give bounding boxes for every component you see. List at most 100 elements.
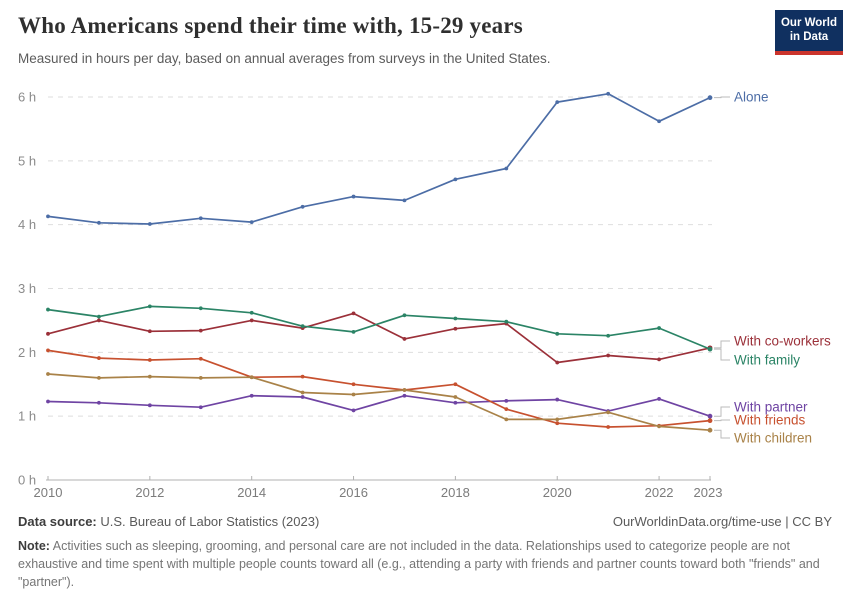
data-point[interactable] — [606, 333, 611, 338]
series-line-alone[interactable] — [47, 92, 711, 225]
data-point[interactable] — [707, 346, 713, 352]
data-point[interactable] — [504, 319, 509, 324]
series-line-with-friends[interactable] — [47, 349, 711, 428]
data-point[interactable] — [97, 314, 101, 319]
data-point[interactable] — [707, 427, 713, 433]
series-label-with-children[interactable]: With children — [734, 431, 812, 446]
series-label-alone[interactable]: Alone — [734, 90, 769, 105]
series-with-friends: With friends — [46, 348, 806, 429]
series-label-with-partner[interactable]: With partner — [734, 400, 808, 415]
data-point[interactable] — [402, 337, 407, 341]
data-point[interactable] — [657, 357, 661, 362]
data-point[interactable] — [198, 405, 203, 410]
data-point[interactable] — [504, 166, 509, 171]
data-point[interactable] — [504, 407, 509, 412]
data-point[interactable] — [97, 356, 101, 360]
y-tick-label: 3 h — [18, 281, 36, 296]
data-point[interactable] — [198, 375, 203, 380]
data-point[interactable] — [198, 216, 203, 221]
data-point[interactable] — [46, 372, 50, 376]
data-point[interactable] — [249, 318, 254, 323]
data-point[interactable] — [657, 326, 661, 330]
data-point[interactable] — [249, 220, 254, 225]
data-point[interactable] — [46, 307, 50, 312]
data-point[interactable] — [249, 310, 254, 315]
data-point[interactable] — [351, 408, 356, 413]
data-point[interactable] — [657, 397, 661, 401]
data-point[interactable] — [147, 222, 152, 226]
data-point[interactable] — [402, 313, 407, 318]
data-point[interactable] — [351, 311, 356, 316]
data-point[interactable] — [97, 375, 101, 380]
data-point[interactable] — [300, 374, 305, 379]
data-point[interactable] — [555, 397, 560, 402]
data-point[interactable] — [606, 353, 611, 358]
data-point[interactable] — [46, 348, 50, 353]
data-point[interactable] — [402, 388, 407, 392]
series-label-with-family[interactable]: With family — [734, 353, 800, 368]
data-point[interactable] — [453, 382, 458, 387]
data-point[interactable] — [453, 316, 458, 321]
data-point[interactable] — [606, 91, 611, 96]
data-point[interactable] — [402, 198, 407, 203]
owid-logo[interactable]: Our World in Data — [775, 10, 843, 55]
data-point[interactable] — [453, 395, 458, 399]
data-point[interactable] — [351, 392, 356, 397]
data-point[interactable] — [555, 331, 560, 336]
data-point[interactable] — [504, 417, 509, 422]
y-tick-label: 6 h — [18, 90, 36, 105]
data-point[interactable] — [453, 400, 458, 405]
data-point[interactable] — [147, 329, 152, 334]
series-label-with-friends[interactable]: With friends — [734, 413, 806, 428]
series-line-with-family[interactable] — [47, 305, 711, 350]
data-point[interactable] — [657, 424, 661, 429]
x-tick-label: 2014 — [237, 485, 266, 500]
data-point[interactable] — [46, 214, 50, 219]
data-point[interactable] — [300, 324, 305, 329]
data-point[interactable] — [606, 410, 611, 415]
data-point[interactable] — [147, 358, 152, 362]
data-point[interactable] — [555, 421, 560, 426]
chart-subtitle: Measured in hours per day, based on annu… — [18, 51, 551, 66]
data-point[interactable] — [402, 393, 407, 398]
data-point[interactable] — [351, 382, 356, 387]
series-with-partner: With partner — [46, 393, 808, 419]
data-point[interactable] — [97, 318, 101, 323]
credit-link[interactable]: OurWorldinData.org/time-use | CC BY — [612, 514, 832, 529]
data-point[interactable] — [198, 328, 203, 333]
data-point[interactable] — [147, 403, 152, 408]
data-point[interactable] — [657, 119, 661, 124]
data-point[interactable] — [300, 204, 305, 209]
data-point[interactable] — [147, 374, 152, 379]
data-point[interactable] — [707, 418, 713, 424]
data-point[interactable] — [97, 220, 101, 225]
data-point[interactable] — [453, 326, 458, 331]
data-point[interactable] — [555, 360, 560, 365]
data-point[interactable] — [606, 425, 611, 429]
data-point[interactable] — [198, 356, 203, 361]
data-point[interactable] — [351, 330, 356, 334]
data-point[interactable] — [249, 375, 254, 380]
data-point[interactable] — [249, 393, 254, 398]
data-point[interactable] — [351, 194, 356, 199]
data-point[interactable] — [198, 306, 203, 311]
data-point[interactable] — [555, 417, 560, 422]
series-label-with-co-workers[interactable]: With co-workers — [734, 334, 831, 349]
data-point[interactable] — [147, 304, 152, 309]
data-point[interactable] — [300, 395, 305, 399]
data-point[interactable] — [300, 390, 305, 395]
data-point[interactable] — [707, 95, 713, 101]
data-point[interactable] — [707, 413, 713, 419]
series-line-with-co-workers[interactable] — [47, 312, 711, 364]
data-point[interactable] — [46, 331, 50, 336]
data-point[interactable] — [555, 100, 560, 105]
series-line-with-children[interactable] — [47, 373, 711, 432]
footnote: Note: Activities such as sleeping, groom… — [18, 537, 824, 591]
data-point[interactable] — [97, 400, 101, 405]
series-line-with-partner[interactable] — [47, 394, 711, 418]
data-point[interactable] — [453, 177, 458, 182]
legend-connector — [714, 406, 730, 417]
data-point[interactable] — [46, 399, 50, 404]
data-point[interactable] — [504, 398, 509, 403]
